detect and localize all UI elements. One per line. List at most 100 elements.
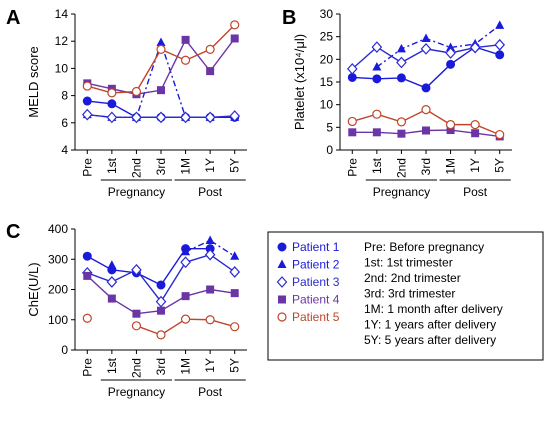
data-point bbox=[230, 20, 240, 30]
data-point bbox=[372, 128, 381, 137]
legend-marker bbox=[277, 242, 287, 252]
data-point bbox=[205, 235, 215, 244]
x-tick-label: 2nd bbox=[394, 158, 408, 178]
series-p4 bbox=[83, 271, 239, 318]
data-point bbox=[396, 117, 407, 127]
series-p5 bbox=[82, 20, 240, 98]
series-line bbox=[87, 24, 236, 94]
x-tick-label: Pre bbox=[80, 158, 94, 177]
group-label: Post bbox=[463, 185, 488, 199]
data-point bbox=[156, 280, 166, 290]
data-point bbox=[131, 263, 142, 276]
legend-entry: Patient 5 bbox=[292, 310, 340, 324]
y-axis-label: ChE(U/L) bbox=[26, 262, 41, 316]
data-point bbox=[205, 44, 215, 54]
legend-marker bbox=[277, 312, 287, 322]
y-tick-label: 14 bbox=[55, 7, 69, 21]
y-tick-label: 5 bbox=[326, 120, 333, 134]
y-tick-label: 12 bbox=[55, 34, 69, 48]
y-tick-label: 15 bbox=[320, 75, 334, 89]
data-point bbox=[106, 276, 118, 288]
data-point bbox=[397, 129, 406, 138]
x-tick-label: 1Y bbox=[203, 358, 217, 373]
data-point bbox=[446, 59, 456, 69]
data-point bbox=[421, 83, 431, 93]
abbreviation-entry: 1Y: 1 years after delivery bbox=[364, 318, 496, 332]
data-point bbox=[348, 128, 357, 137]
x-tick-label: 1st bbox=[105, 157, 119, 174]
panel-letter-b: B bbox=[282, 7, 296, 29]
abbreviation-entry: 1M: 1 month after delivery bbox=[364, 302, 503, 316]
legend-entry: Patient 2 bbox=[292, 258, 340, 272]
data-point bbox=[106, 111, 118, 124]
series-p5 bbox=[82, 313, 240, 340]
panel-letter-a: A bbox=[6, 7, 20, 29]
data-point bbox=[495, 50, 505, 60]
y-tick-label: 30 bbox=[320, 7, 334, 21]
data-point bbox=[107, 99, 117, 109]
series-p4 bbox=[348, 126, 504, 141]
data-point bbox=[371, 41, 383, 53]
x-tick-label: 1st bbox=[370, 157, 384, 174]
data-point bbox=[82, 81, 92, 91]
data-point bbox=[230, 289, 239, 298]
x-tick-label: 1Y bbox=[203, 158, 217, 173]
data-point bbox=[156, 37, 166, 47]
x-tick-label: 5Y bbox=[228, 358, 242, 373]
y-tick-label: 0 bbox=[61, 343, 68, 357]
data-point bbox=[155, 111, 167, 124]
group-label: Post bbox=[198, 185, 223, 199]
data-point bbox=[83, 271, 92, 280]
data-point bbox=[372, 62, 382, 71]
x-tick-label: 1M bbox=[179, 358, 193, 375]
legend-marker bbox=[277, 259, 287, 268]
data-point bbox=[107, 260, 117, 269]
series-p3 bbox=[346, 38, 506, 75]
x-tick-label: 3rd bbox=[419, 158, 433, 175]
data-point bbox=[346, 62, 358, 75]
data-point bbox=[446, 126, 455, 135]
series-line bbox=[376, 24, 501, 68]
y-tick-label: 20 bbox=[320, 52, 334, 66]
data-point bbox=[131, 111, 142, 124]
legend: Patient 1 Patient 2 Patient 3 Patient 4 Pati… bbox=[267, 231, 544, 361]
x-tick-label: 1M bbox=[444, 158, 458, 175]
data-point bbox=[204, 111, 216, 124]
group-label: Pregnancy bbox=[108, 385, 165, 399]
data-point bbox=[396, 43, 406, 53]
x-tick-label: 1Y bbox=[468, 158, 482, 173]
abbreviation-entry: 3rd: 3rd trimester bbox=[364, 287, 455, 301]
series-p5 bbox=[347, 105, 505, 140]
data-point bbox=[180, 111, 191, 124]
data-point bbox=[422, 126, 430, 135]
data-point bbox=[372, 109, 382, 119]
data-point bbox=[230, 322, 240, 332]
data-point bbox=[180, 256, 191, 269]
data-point bbox=[206, 285, 215, 294]
panel-a: A 4 6 8 10 12 14 Pre 1st 2nd 3rd 1M 1Y 5Y Pregnancy Po… bbox=[6, 7, 247, 199]
data-point bbox=[420, 43, 432, 55]
legend-entry: Patient 1 bbox=[292, 240, 340, 254]
series-line bbox=[87, 253, 236, 303]
abbreviation-entry: 1st: 1st trimester bbox=[364, 256, 453, 270]
data-point bbox=[421, 33, 431, 42]
data-point bbox=[205, 315, 215, 325]
group-label: Pregnancy bbox=[108, 185, 165, 199]
data-point bbox=[396, 56, 407, 69]
y-tick-label: 300 bbox=[48, 252, 68, 266]
series-p3 bbox=[81, 108, 241, 124]
y-tick-label: 200 bbox=[48, 283, 68, 297]
x-tick-label: 1M bbox=[179, 158, 193, 175]
legend-entry: Patient 4 bbox=[292, 293, 340, 307]
data-point bbox=[230, 251, 240, 260]
legend-marker bbox=[276, 276, 288, 288]
y-tick-label: 100 bbox=[48, 313, 68, 327]
x-tick-label: 1st bbox=[105, 357, 119, 374]
abbreviation-entry: 5Y: 5 years after delivery bbox=[364, 333, 496, 347]
data-point bbox=[155, 295, 167, 308]
y-tick-label: 4 bbox=[61, 143, 68, 157]
data-point bbox=[229, 110, 241, 122]
data-point bbox=[494, 38, 506, 51]
y-tick-label: 25 bbox=[320, 30, 334, 44]
